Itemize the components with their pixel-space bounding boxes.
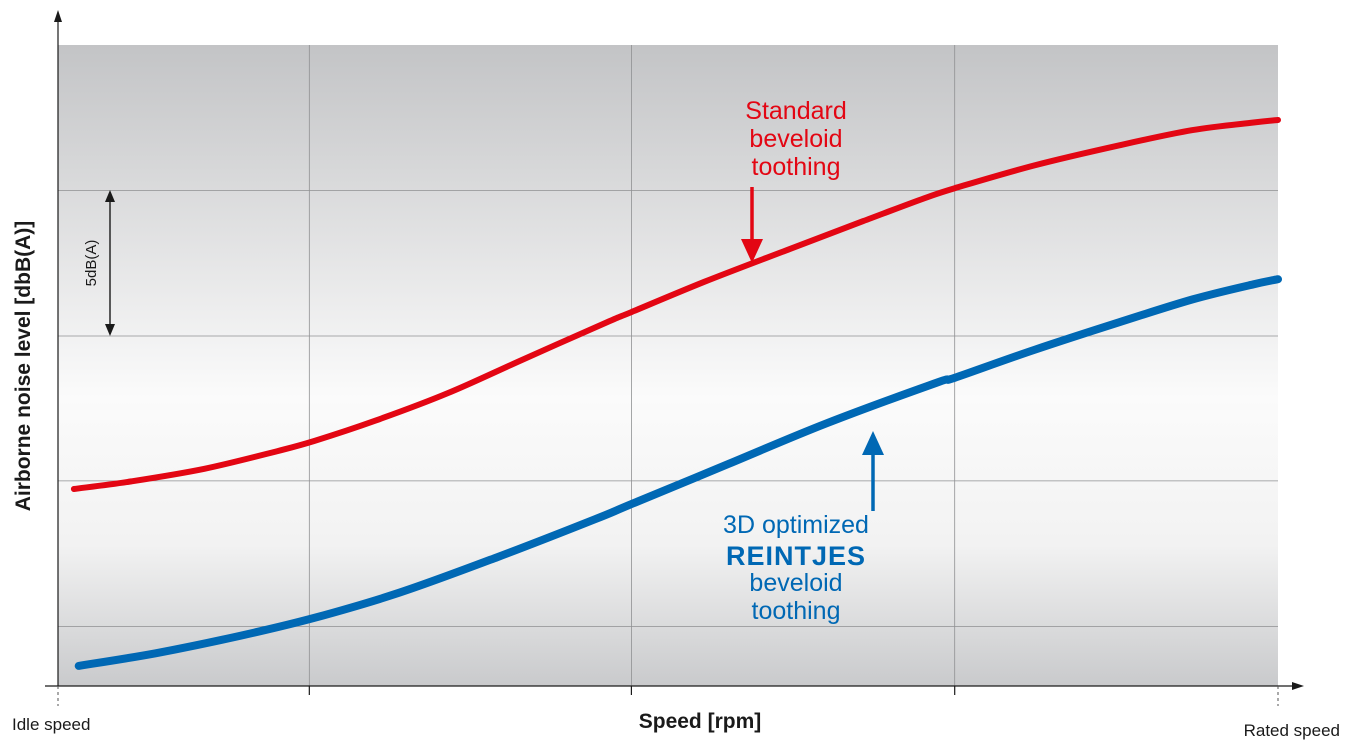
plot-background	[58, 45, 1278, 686]
scale-annotation: 5dB(A)	[83, 240, 100, 287]
x-axis-label: Speed [rpm]	[639, 710, 762, 733]
y-axis-label: Airborne noise level [dbB(A)]	[12, 221, 35, 512]
series-line-reintjes	[74, 275, 1282, 670]
scale-arrow-top	[105, 190, 115, 202]
y-axis-arrowhead	[54, 10, 62, 22]
series-label-standard-line2: beveloid	[749, 125, 842, 153]
x-axis-arrowhead	[1292, 682, 1304, 690]
standard-callout-arrowhead	[741, 239, 763, 263]
grid-lines	[58, 45, 1278, 686]
reintjes-callout-arrowhead	[862, 431, 884, 455]
series-label-reintjes-line3: beveloid	[749, 569, 842, 597]
x-start-label: Idle speed	[12, 715, 90, 734]
series-label-reintjes-line2: REINTJES	[726, 541, 866, 571]
scale-arrow-bottom	[105, 324, 115, 336]
series-label-reintjes-line4: toothing	[752, 597, 841, 625]
series-label-standard-line1: Standard	[745, 97, 846, 125]
x-tick-marks	[308, 686, 956, 695]
series-label-standard-line3: toothing	[752, 153, 841, 181]
x-end-label: Rated speed	[1244, 721, 1340, 740]
series-label-reintjes-line1: 3D optimized	[723, 511, 869, 539]
series-line-standard	[70, 117, 1281, 492]
